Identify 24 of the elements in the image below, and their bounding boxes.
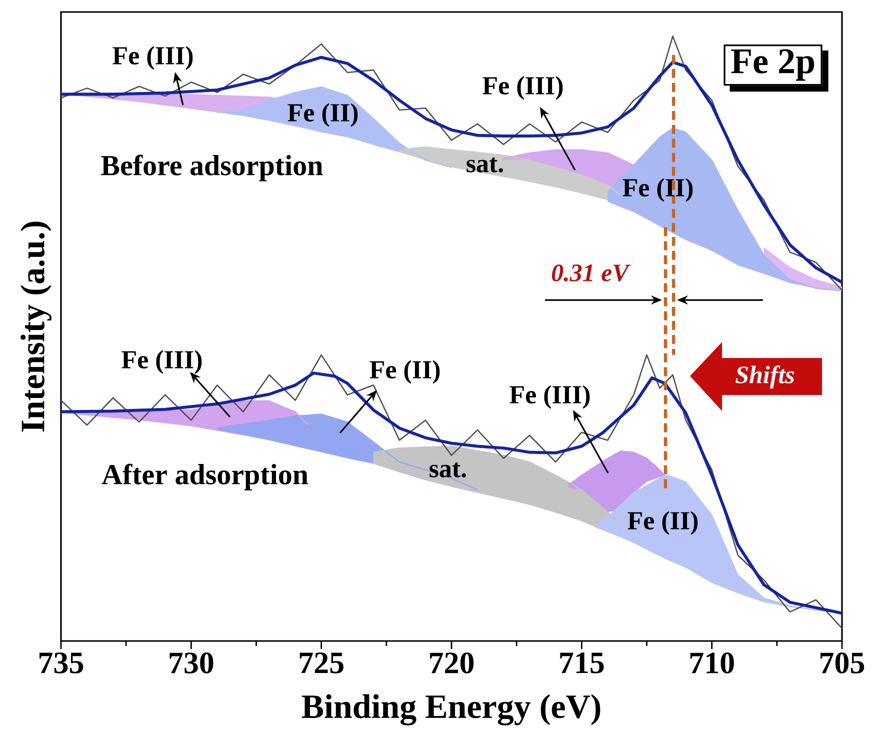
x-tick-label: 720 <box>430 652 474 674</box>
annotation: Fe (II) <box>288 103 358 127</box>
x-tick-label: 730 <box>170 652 214 674</box>
annotation: Fe (III) <box>510 385 590 409</box>
annotation: 0.31 eV <box>552 264 631 282</box>
annotation: Fe (III) <box>112 46 193 70</box>
x-tick-label: 735 <box>40 652 84 674</box>
annotation: Shifts <box>736 366 794 388</box>
x-tick-label: 710 <box>690 652 734 674</box>
annotation: Fe (II) <box>628 511 698 535</box>
annotation: Fe 2p <box>731 49 814 81</box>
x-tick-label: 715 <box>560 652 604 674</box>
annotation: Fe (III) <box>482 76 563 100</box>
annotation: Fe (II) <box>622 178 693 202</box>
x-tick-label: 725 <box>300 652 344 674</box>
annotation: Fe (III) <box>122 350 202 374</box>
annotation: sat. <box>430 462 466 478</box>
annotation: sat. <box>466 157 503 172</box>
annotation: After adsorption <box>102 464 308 490</box>
x-tick-label: 705 <box>820 652 864 674</box>
y-axis-title: Intensity (a.u.) <box>20 222 52 432</box>
annotation: Before adsorption <box>101 154 323 182</box>
x-axis-title: Binding Energy (eV) <box>302 694 600 726</box>
annotation: Fe (II) <box>370 360 440 384</box>
